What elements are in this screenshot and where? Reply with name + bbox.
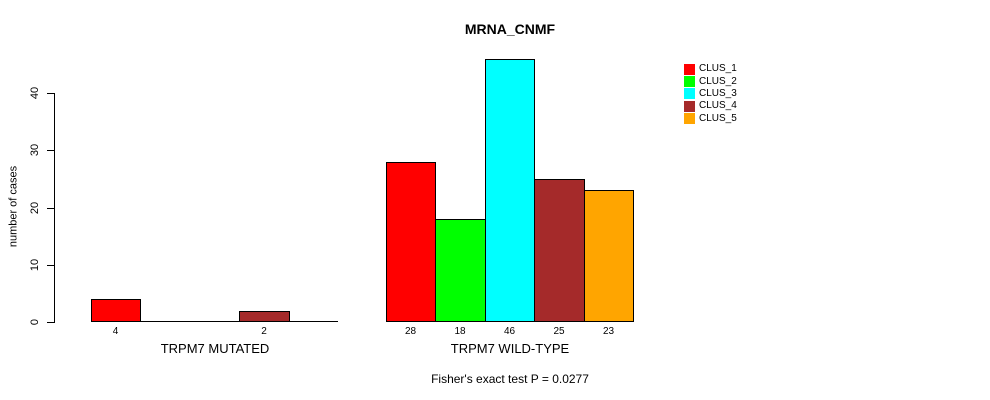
- legend-item: CLUS_3: [684, 88, 737, 100]
- y-axis-title: number of cases: [7, 165, 20, 248]
- legend-item: CLUS_2: [684, 75, 737, 88]
- y-axis-tick: [47, 265, 54, 266]
- bar: [584, 190, 634, 322]
- y-axis-tick-label: 40: [29, 86, 41, 100]
- bar: [534, 179, 585, 322]
- legend-label: CLUS_5: [699, 112, 737, 124]
- y-axis-tick-label: 30: [29, 143, 41, 157]
- y-axis-tick: [47, 322, 54, 323]
- legend-swatch: [684, 63, 695, 75]
- legend-label: CLUS_3: [699, 87, 737, 99]
- bar-value-label: 4: [112, 326, 119, 337]
- bar-value-label: 23: [602, 326, 615, 337]
- legend-item: CLUS_1: [684, 63, 737, 75]
- legend-swatch: [684, 100, 695, 112]
- bar-value-label: 28: [404, 326, 417, 337]
- legend-swatch: [684, 88, 695, 100]
- fisher-test-annotation: Fisher's exact test P = 0.0277: [431, 372, 589, 386]
- group-label: TRPM7 WILD-TYPE: [450, 341, 570, 356]
- bar: [435, 219, 486, 322]
- y-axis-tick-label: 20: [29, 201, 41, 215]
- bar: [386, 162, 436, 322]
- chart-title: MRNA_CNMF: [464, 21, 556, 37]
- legend: CLUS_1 CLUS_2 CLUS_3 CLUS_4 CLUS_5: [684, 63, 737, 125]
- y-axis-tick: [47, 150, 54, 151]
- y-axis-tick: [47, 93, 54, 94]
- legend-label: CLUS_4: [699, 100, 737, 112]
- bar-value-label: 2: [261, 326, 267, 337]
- y-axis-tick-label: 10: [29, 258, 41, 272]
- legend-item: CLUS_5: [684, 113, 737, 125]
- group-label: TRPM7 MUTATED: [160, 341, 270, 356]
- zero-line: [91, 321, 338, 322]
- legend-swatch: [684, 76, 695, 88]
- y-axis-tick-label: 0: [29, 318, 41, 326]
- legend-label: CLUS_1: [699, 63, 737, 75]
- legend-swatch: [684, 113, 695, 125]
- y-axis-line: [54, 93, 55, 323]
- bar-value-label: 46: [503, 326, 516, 337]
- bar: [485, 59, 535, 322]
- bar: [239, 311, 290, 322]
- y-axis-tick: [47, 208, 54, 209]
- bar-value-label: 25: [553, 326, 565, 337]
- bar: [91, 299, 141, 322]
- legend-label: CLUS_2: [699, 75, 737, 87]
- legend-item: CLUS_4: [684, 100, 737, 112]
- bar-value-label: 18: [454, 326, 466, 337]
